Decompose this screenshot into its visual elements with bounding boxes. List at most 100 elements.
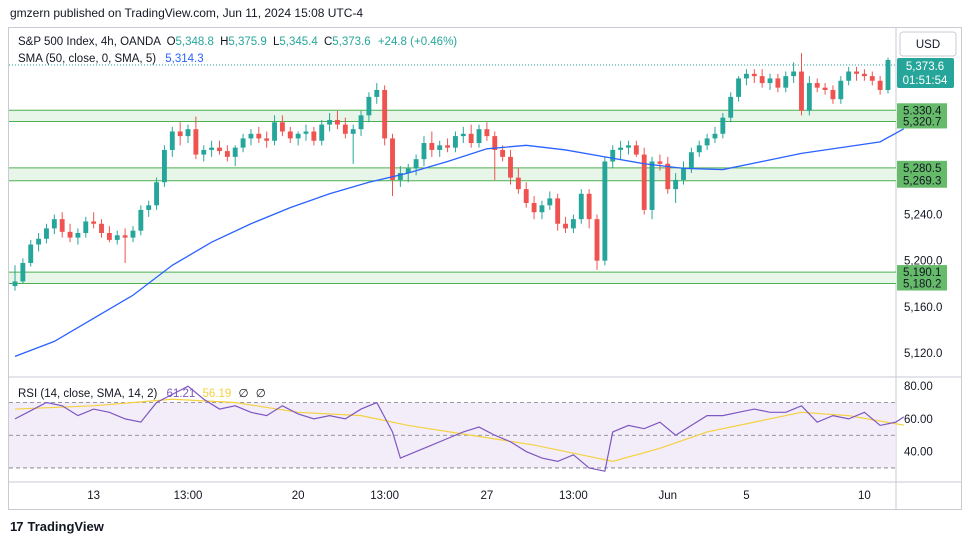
candle-body[interactable]	[161, 149, 167, 183]
candle-body[interactable]	[177, 131, 183, 137]
candle-body[interactable]	[696, 145, 702, 153]
candle-body[interactable]	[91, 221, 97, 224]
candle-body[interactable]	[20, 262, 26, 282]
candle-body[interactable]	[169, 131, 175, 150]
candle-body[interactable]	[437, 145, 443, 150]
candle-body[interactable]	[445, 145, 451, 148]
candle-body[interactable]	[712, 133, 718, 139]
candle-body[interactable]	[523, 189, 529, 203]
candle-body[interactable]	[405, 168, 411, 174]
candle-body[interactable]	[869, 76, 875, 81]
candle-body[interactable]	[366, 96, 372, 116]
candle-body[interactable]	[287, 131, 293, 139]
candle-body[interactable]	[806, 83, 812, 111]
candle-body[interactable]	[736, 78, 742, 97]
candle-body[interactable]	[51, 219, 57, 229]
candle-body[interactable]	[59, 219, 65, 232]
candle-body[interactable]	[641, 154, 647, 210]
candle-body[interactable]	[272, 122, 277, 141]
candle-body[interactable]	[704, 138, 710, 146]
candle-body[interactable]	[610, 149, 616, 162]
candle-body[interactable]	[814, 83, 820, 88]
candle-body[interactable]	[256, 133, 262, 139]
candle-body[interactable]	[547, 198, 553, 206]
candle-body[interactable]	[539, 205, 545, 213]
candle-body[interactable]	[563, 223, 568, 229]
candle-body[interactable]	[335, 119, 340, 125]
candle-body[interactable]	[846, 71, 852, 81]
candle-body[interactable]	[594, 219, 600, 261]
candle-body[interactable]	[531, 203, 537, 213]
candle-body[interactable]	[138, 209, 144, 231]
candle-body[interactable]	[861, 73, 867, 77]
candle-body[interactable]	[602, 161, 608, 261]
candle-body[interactable]	[327, 119, 333, 125]
candle-body[interactable]	[106, 232, 112, 240]
candle-body[interactable]	[633, 145, 639, 155]
candle-body[interactable]	[374, 89, 380, 97]
candle-body[interactable]	[830, 89, 836, 100]
candle-body[interactable]	[822, 87, 828, 90]
candle-body[interactable]	[209, 147, 215, 150]
candle-body[interactable]	[476, 129, 482, 144]
candle-body[interactable]	[303, 131, 309, 134]
candle-body[interactable]	[468, 133, 474, 144]
candle-body[interactable]	[665, 163, 671, 190]
candle-body[interactable]	[342, 124, 348, 134]
candle-body[interactable]	[319, 124, 325, 141]
currency-button[interactable]	[899, 31, 957, 57]
candle-body[interactable]	[720, 117, 726, 134]
candle-body[interactable]	[185, 129, 191, 137]
candle-body[interactable]	[799, 71, 804, 111]
candle-body[interactable]	[413, 159, 419, 169]
candle-body[interactable]	[122, 235, 128, 238]
candle-body[interactable]	[555, 198, 561, 224]
candle-body[interactable]	[688, 152, 694, 169]
candle-body[interactable]	[728, 96, 734, 118]
candle-body[interactable]	[791, 71, 797, 77]
candle-body[interactable]	[767, 78, 773, 84]
candle-body[interactable]	[657, 161, 663, 164]
candle-body[interactable]	[759, 76, 765, 84]
candle-body[interactable]	[193, 129, 199, 155]
candle-body[interactable]	[201, 149, 207, 155]
candle-body[interactable]	[311, 131, 317, 141]
candle-body[interactable]	[877, 80, 883, 90]
candle-body[interactable]	[751, 73, 757, 77]
candle-body[interactable]	[484, 129, 490, 137]
candle-body[interactable]	[508, 156, 513, 178]
candle-body[interactable]	[681, 168, 686, 180]
candle-body[interactable]	[75, 232, 81, 238]
candle-body[interactable]	[382, 89, 388, 139]
candle-body[interactable]	[12, 281, 18, 287]
candle-body[interactable]	[649, 161, 655, 210]
candle-body[interactable]	[452, 136, 458, 148]
candle-body[interactable]	[114, 235, 120, 240]
candle-body[interactable]	[673, 179, 679, 190]
candle-body[interactable]	[838, 80, 844, 100]
candle-body[interactable]	[578, 193, 584, 220]
candle-body[interactable]	[429, 143, 435, 150]
candle-body[interactable]	[130, 230, 136, 238]
candle-body[interactable]	[279, 122, 285, 132]
candle-body[interactable]	[783, 76, 789, 88]
candle-body[interactable]	[36, 238, 42, 245]
candle-body[interactable]	[232, 147, 238, 157]
candle-body[interactable]	[264, 138, 270, 141]
candle-body[interactable]	[217, 147, 222, 152]
candle-body[interactable]	[570, 219, 576, 229]
candle-body[interactable]	[83, 221, 89, 233]
candle-body[interactable]	[248, 133, 254, 139]
candle-body[interactable]	[154, 182, 160, 206]
candle-body[interactable]	[626, 145, 631, 148]
candle-body[interactable]	[460, 133, 466, 137]
candle-body[interactable]	[885, 59, 891, 90]
candle-body[interactable]	[618, 147, 624, 150]
candle-body[interactable]	[397, 173, 403, 180]
candle-body[interactable]	[743, 73, 749, 79]
candle-body[interactable]	[350, 129, 356, 134]
candle-body[interactable]	[515, 177, 521, 190]
candle-body[interactable]	[44, 228, 49, 239]
candle-body[interactable]	[295, 133, 301, 139]
